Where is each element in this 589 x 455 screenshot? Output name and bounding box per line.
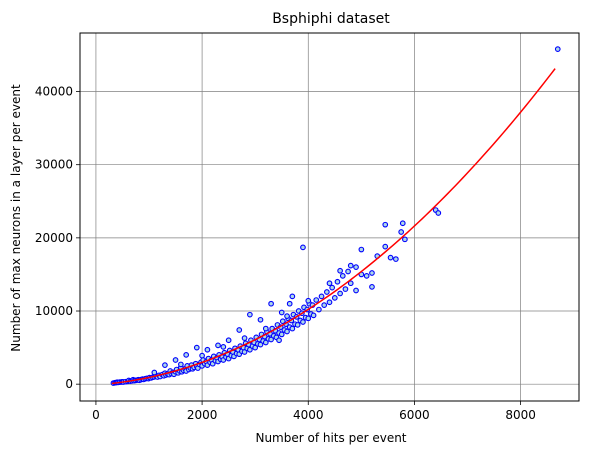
x-tick-label: 2000 xyxy=(187,408,218,422)
chart-title: Bsphiphi dataset xyxy=(272,11,390,27)
y-tick-label: 10000 xyxy=(35,304,73,318)
data-point xyxy=(382,221,389,228)
data-point xyxy=(337,267,343,274)
data-point xyxy=(326,299,333,306)
data-point xyxy=(262,339,269,346)
data-point xyxy=(353,287,359,294)
data-point xyxy=(183,352,190,358)
data-point xyxy=(268,300,274,307)
data-point xyxy=(402,236,408,243)
data-point xyxy=(353,264,359,270)
data-point xyxy=(398,229,405,235)
data-point xyxy=(225,337,232,344)
data-point xyxy=(339,273,346,279)
data-point xyxy=(318,293,325,300)
data-point xyxy=(345,268,351,275)
data-point xyxy=(278,309,285,316)
data-point xyxy=(220,344,227,350)
data-point xyxy=(252,344,259,351)
y-tick-label: 30000 xyxy=(35,158,73,172)
data-points xyxy=(110,46,561,386)
data-point xyxy=(329,284,336,291)
data-point xyxy=(399,220,406,227)
data-point xyxy=(305,315,312,322)
data-point xyxy=(369,270,375,276)
data-point xyxy=(236,327,243,333)
data-point xyxy=(276,337,282,344)
data-point xyxy=(337,290,343,297)
data-point xyxy=(151,369,158,376)
grid xyxy=(80,33,579,401)
data-point xyxy=(310,312,317,319)
fit-curve xyxy=(111,68,556,385)
data-point xyxy=(331,294,338,301)
data-point xyxy=(284,328,290,335)
data-point xyxy=(193,344,200,351)
y-tick-label: 0 xyxy=(65,377,73,391)
data-point xyxy=(247,346,253,353)
data-point xyxy=(382,243,389,250)
data-point xyxy=(347,262,354,269)
x-tick-label: 4000 xyxy=(293,408,324,422)
data-point xyxy=(257,316,264,323)
data-point xyxy=(215,342,221,349)
data-point xyxy=(305,297,312,304)
data-point xyxy=(289,293,296,300)
data-point xyxy=(241,335,248,341)
data-point xyxy=(321,302,328,309)
data-point xyxy=(300,319,306,325)
data-point xyxy=(268,336,274,343)
x-axis-ticks: 0 2000 4000 6000 8000 xyxy=(92,401,536,422)
y-axis-ticks: 0 10000 20000 30000 40000 xyxy=(35,85,80,391)
data-point xyxy=(162,362,168,369)
y-axis-label: Number of max neurons in a layer per eve… xyxy=(9,84,23,352)
x-axis-label: Number of hits per event xyxy=(255,431,406,445)
axes-frame xyxy=(79,32,580,402)
x-tick-label: 6000 xyxy=(399,408,430,422)
data-point xyxy=(199,352,205,359)
data-point xyxy=(262,325,269,332)
data-point xyxy=(247,311,253,318)
data-point xyxy=(554,46,561,52)
data-point xyxy=(300,244,306,251)
data-point xyxy=(369,284,375,290)
data-point xyxy=(294,322,301,328)
data-point xyxy=(387,254,394,261)
data-point xyxy=(257,341,264,348)
data-point xyxy=(358,246,365,253)
data-point xyxy=(289,325,296,332)
data-point xyxy=(363,273,370,279)
data-point xyxy=(347,280,354,287)
data-point xyxy=(178,361,184,368)
x-tick-label: 0 xyxy=(92,408,100,422)
data-point xyxy=(278,331,285,338)
y-tick-label: 40000 xyxy=(35,85,73,99)
y-tick-label: 20000 xyxy=(35,231,73,245)
data-point xyxy=(393,256,399,262)
data-point xyxy=(316,306,322,313)
data-point xyxy=(313,297,320,303)
data-point xyxy=(435,210,442,216)
data-point xyxy=(326,280,333,287)
data-point xyxy=(241,349,248,355)
data-point xyxy=(323,289,330,295)
data-point xyxy=(334,278,341,285)
x-tick-label: 8000 xyxy=(505,408,536,422)
data-point xyxy=(284,313,290,319)
data-point xyxy=(342,286,349,292)
data-point xyxy=(204,346,211,353)
data-point xyxy=(286,300,293,307)
data-point xyxy=(172,357,179,363)
